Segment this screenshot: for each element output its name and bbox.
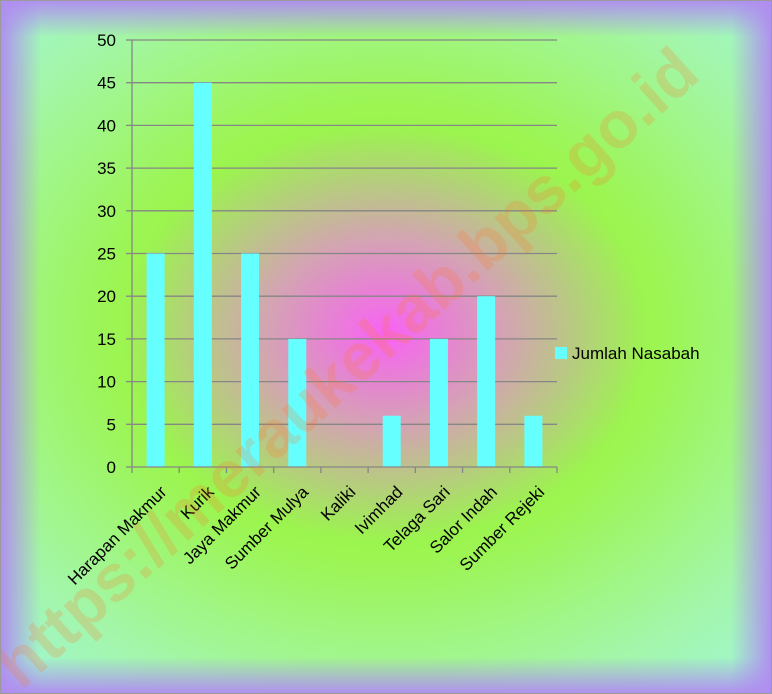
bar-kurik — [193, 82, 212, 467]
y-tick-label-40: 40 — [97, 116, 116, 135]
bar-harapan-makmur — [146, 253, 165, 467]
y-tick-label-45: 45 — [97, 74, 116, 93]
legend: Jumlah Nasabah — [555, 344, 700, 363]
y-tick-label-30: 30 — [97, 202, 116, 221]
y-tick-label-25: 25 — [97, 245, 116, 264]
x-tick-label-kaliki: Kaliki — [317, 482, 359, 524]
bar-sumber-rejeki — [524, 415, 543, 467]
y-tick-label-15: 15 — [97, 330, 116, 349]
y-tick-label-35: 35 — [97, 159, 116, 178]
bars — [146, 82, 543, 467]
bar-ivimhad — [382, 415, 401, 467]
y-tick-labels: 0 5 10 15 20 25 30 35 40 45 50 — [97, 31, 116, 477]
bar-salor-indah — [477, 296, 496, 467]
y-tick-label-50: 50 — [97, 31, 116, 50]
legend-label-jumlah-nasabah: Jumlah Nasabah — [572, 344, 700, 363]
y-tick-label-10: 10 — [97, 373, 116, 392]
axes — [126, 39, 558, 473]
y-tick-label-20: 20 — [97, 287, 116, 306]
x-tick-label-sumber-rejeki: Sumber Rejeki — [456, 482, 548, 574]
bar-jaya-makmur — [241, 253, 260, 467]
y-tick-label-0: 0 — [107, 458, 116, 477]
y-tick-label-5: 5 — [107, 415, 116, 434]
bar-telaga-sari — [429, 338, 448, 467]
legend-swatch — [555, 347, 567, 359]
bar-sumber-mulya — [288, 338, 307, 467]
